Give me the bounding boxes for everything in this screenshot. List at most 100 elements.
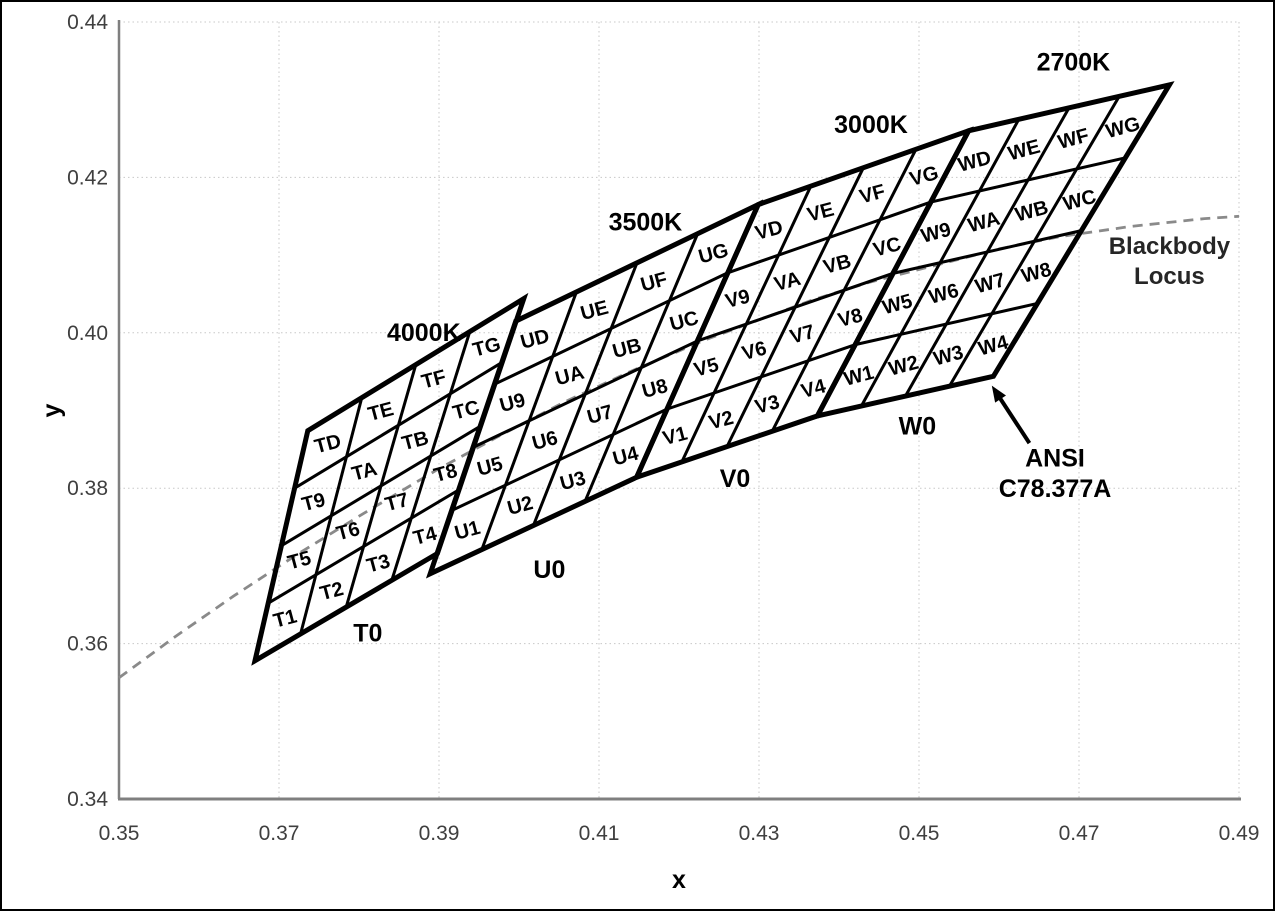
y-tick-0.40: 0.40 [67, 322, 108, 345]
bin-grid-line [930, 156, 1126, 204]
bin-name-T0: T0 [353, 620, 382, 648]
x-tick-0.35: 0.35 [99, 822, 140, 845]
bin-cell-T1: T1 [271, 605, 299, 632]
bin-cell-UA: UA [553, 362, 587, 391]
bin-cell-U3: U3 [558, 467, 588, 495]
bin-cell-U1: U1 [452, 517, 482, 545]
bin-name-V0: V0 [720, 465, 751, 493]
y-tick-0.36: 0.36 [67, 633, 108, 656]
cct-label-4000K: 4000K [387, 319, 461, 347]
bin-cell-V8: V8 [836, 304, 865, 332]
bin-cell-TF: TF [419, 366, 448, 394]
bin-cell-U5: U5 [475, 453, 505, 481]
blackbody-locus-label-line: Locus [1134, 263, 1205, 290]
bin-cell-UG: UG [696, 239, 731, 268]
bin-grid-line [390, 331, 472, 581]
bin-cell-TG: TG [471, 333, 504, 361]
bin-grid-line [892, 229, 1082, 275]
bin-cell-UF: UF [638, 268, 669, 296]
bin-grid-line [472, 339, 699, 449]
bin-cell-W5: W5 [880, 290, 915, 319]
bin-cell-VE: VE [805, 198, 836, 226]
x-tick-0.37: 0.37 [259, 822, 300, 845]
bin-cell-T7: T7 [383, 489, 411, 516]
cct-label-2700K: 2700K [1037, 49, 1111, 77]
bin-cell-T4: T4 [411, 523, 440, 551]
bin-cell-WE: WE [1006, 136, 1043, 166]
cct-label-3000K: 3000K [834, 111, 908, 139]
bin-grid-line [493, 271, 729, 386]
bin-cell-V7: V7 [788, 321, 817, 349]
bin-cell-T8: T8 [432, 460, 460, 487]
ansi-arrow-head [991, 385, 1006, 403]
bin-cell-T3: T3 [364, 550, 392, 577]
bin-grid-line [770, 148, 918, 432]
bin-cell-U4: U4 [610, 442, 641, 470]
bin-cell-TA: TA [350, 458, 380, 486]
x-tick-0.47: 0.47 [1059, 822, 1100, 845]
bin-cell-VB: VB [821, 250, 854, 278]
y-tick-0.42: 0.42 [67, 166, 108, 189]
x-tick-0.41: 0.41 [579, 822, 620, 845]
bin-cell-VF: VF [857, 181, 887, 209]
bin-grid-line [696, 271, 894, 343]
bin-cell-U7: U7 [585, 401, 615, 429]
bin-cell-TB: TB [400, 427, 431, 455]
bin-cell-T2: T2 [318, 578, 346, 605]
x-tick-0.39: 0.39 [419, 822, 460, 845]
bin-cell-UB: UB [610, 334, 644, 363]
bin-grid-line [293, 361, 503, 490]
ansi-arrow-shaft [995, 392, 1032, 445]
tick-labels: 0.35 0.37 0.39 0.41 0.43 0.45 0.47 0.49 0.34 0.36… [67, 11, 1259, 845]
y-axis-title: y [38, 403, 66, 417]
bin-grid-line [583, 233, 699, 502]
bin-cell-V3: V3 [753, 391, 782, 419]
blackbody-locus-label-line: Blackbody [1109, 233, 1231, 260]
bin-cell-U9: U9 [497, 389, 527, 417]
bin-cell-TE: TE [366, 398, 396, 426]
bin-cell-V6: V6 [740, 337, 769, 365]
y-tick-0.34: 0.34 [67, 788, 108, 811]
bin-cell-U6: U6 [530, 427, 560, 455]
bin-name-U0: U0 [533, 556, 565, 584]
bin-grid-line [948, 95, 1121, 387]
x-tick-0.45: 0.45 [899, 822, 940, 845]
bin-cell-UE: UE [578, 297, 611, 325]
bin-cell-VG: VG [907, 162, 941, 191]
x-axis-title: x [672, 866, 686, 894]
gridlines [119, 21, 1240, 799]
bin-grid-line [727, 200, 932, 275]
bin-outline-W0 [812, 81, 1175, 420]
bin-cell-T5: T5 [285, 547, 313, 574]
bin-cell-TD: TD [312, 430, 343, 458]
x-tick-0.43: 0.43 [739, 822, 780, 845]
y-tick-0.38: 0.38 [67, 477, 108, 500]
bin-outline-T0 [251, 292, 529, 666]
x-tick-0.49: 0.49 [1219, 822, 1260, 845]
bin-cell-UD: UD [518, 325, 552, 354]
bin-cell-V1: V1 [660, 423, 689, 451]
bin-cell-V5: V5 [692, 354, 721, 382]
bin-cell-VC: VC [871, 233, 904, 261]
bin-cell-W9: W9 [919, 219, 954, 248]
bin-cell-T9: T9 [300, 489, 328, 516]
ansi-annotation-line: ANSI [1025, 445, 1085, 473]
bin-cell-U2: U2 [505, 492, 535, 520]
bin-cell-VD: VD [753, 216, 786, 244]
cct-label-3500K: 3500K [609, 209, 683, 237]
blackbody-locus-label: Blackbody Locus [1109, 233, 1231, 290]
bin-cell-UC: UC [667, 307, 701, 336]
bin-cell-TC: TC [451, 396, 482, 424]
bin-cell-U8: U8 [640, 375, 670, 403]
bin-cell-WD: WD [956, 147, 994, 177]
bin-cell-V2: V2 [707, 407, 736, 435]
ansi-annotation-line: C78.377A [999, 475, 1112, 503]
bin-cell-T6: T6 [334, 518, 362, 545]
bin-cell-V9: V9 [723, 285, 752, 313]
y-tick-0.44: 0.44 [67, 11, 108, 34]
bin-grid-line [280, 424, 482, 547]
bin-cell-VA: VA [772, 268, 803, 296]
